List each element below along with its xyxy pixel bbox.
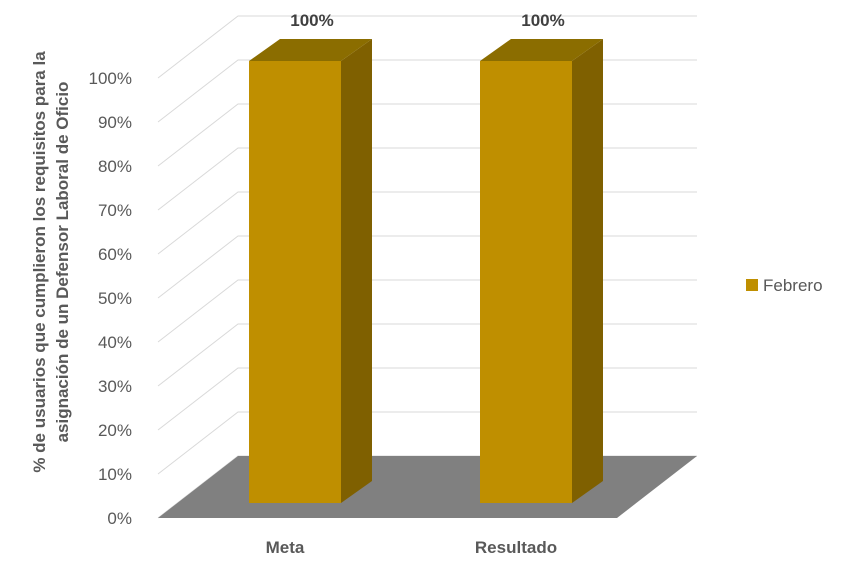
gridline (157, 279, 697, 343)
grid-layer (157, 15, 697, 519)
legend-label: Febrero (763, 276, 823, 295)
y-tick-label: 60% (98, 245, 132, 264)
gridline (157, 15, 697, 79)
y-tick-label: 20% (98, 421, 132, 440)
bar-resultado (480, 39, 603, 503)
y-tick-label: 90% (98, 113, 132, 132)
data-label: 100% (521, 11, 564, 30)
y-tick-label: 30% (98, 377, 132, 396)
y-tick-label: 50% (98, 289, 132, 308)
bar-side (572, 39, 603, 503)
chart-floor (158, 456, 697, 518)
bar-front (480, 61, 572, 503)
y-tick-label: 0% (107, 509, 132, 528)
y-tick-label: 70% (98, 201, 132, 220)
category-label: Meta (266, 538, 305, 557)
bar-meta (249, 39, 372, 503)
gridline (157, 235, 697, 299)
category-label: Resultado (475, 538, 557, 557)
data-labels: 100% 100% (290, 11, 564, 30)
gridline (157, 59, 697, 123)
y-axis-title-line-2: asignación de un Defensor Laboral de Ofi… (53, 82, 72, 443)
data-label: 100% (290, 11, 333, 30)
x-category-labels: Meta Resultado (266, 538, 557, 557)
y-axis-title-line-1: % de usuarios que cumplieron los requisi… (30, 51, 49, 473)
gridline (157, 147, 697, 211)
bar-side (341, 39, 372, 503)
gridline (157, 191, 697, 255)
y-tick-label: 10% (98, 465, 132, 484)
y-tick-label: 80% (98, 157, 132, 176)
y-tick-labels: 0% 10% 20% 30% 40% 50% 60% 70% 80% 90% 100% (89, 69, 132, 528)
y-tick-label: 100% (89, 69, 132, 88)
bar-top (249, 39, 372, 61)
bars-layer (249, 39, 603, 503)
bar-top (480, 39, 603, 61)
bar-front (249, 61, 341, 503)
legend-swatch (746, 279, 758, 291)
y-tick-label: 40% (98, 333, 132, 352)
gridline (157, 323, 697, 387)
gridline (157, 367, 697, 431)
legend: Febrero (746, 276, 823, 295)
gridline (157, 103, 697, 167)
